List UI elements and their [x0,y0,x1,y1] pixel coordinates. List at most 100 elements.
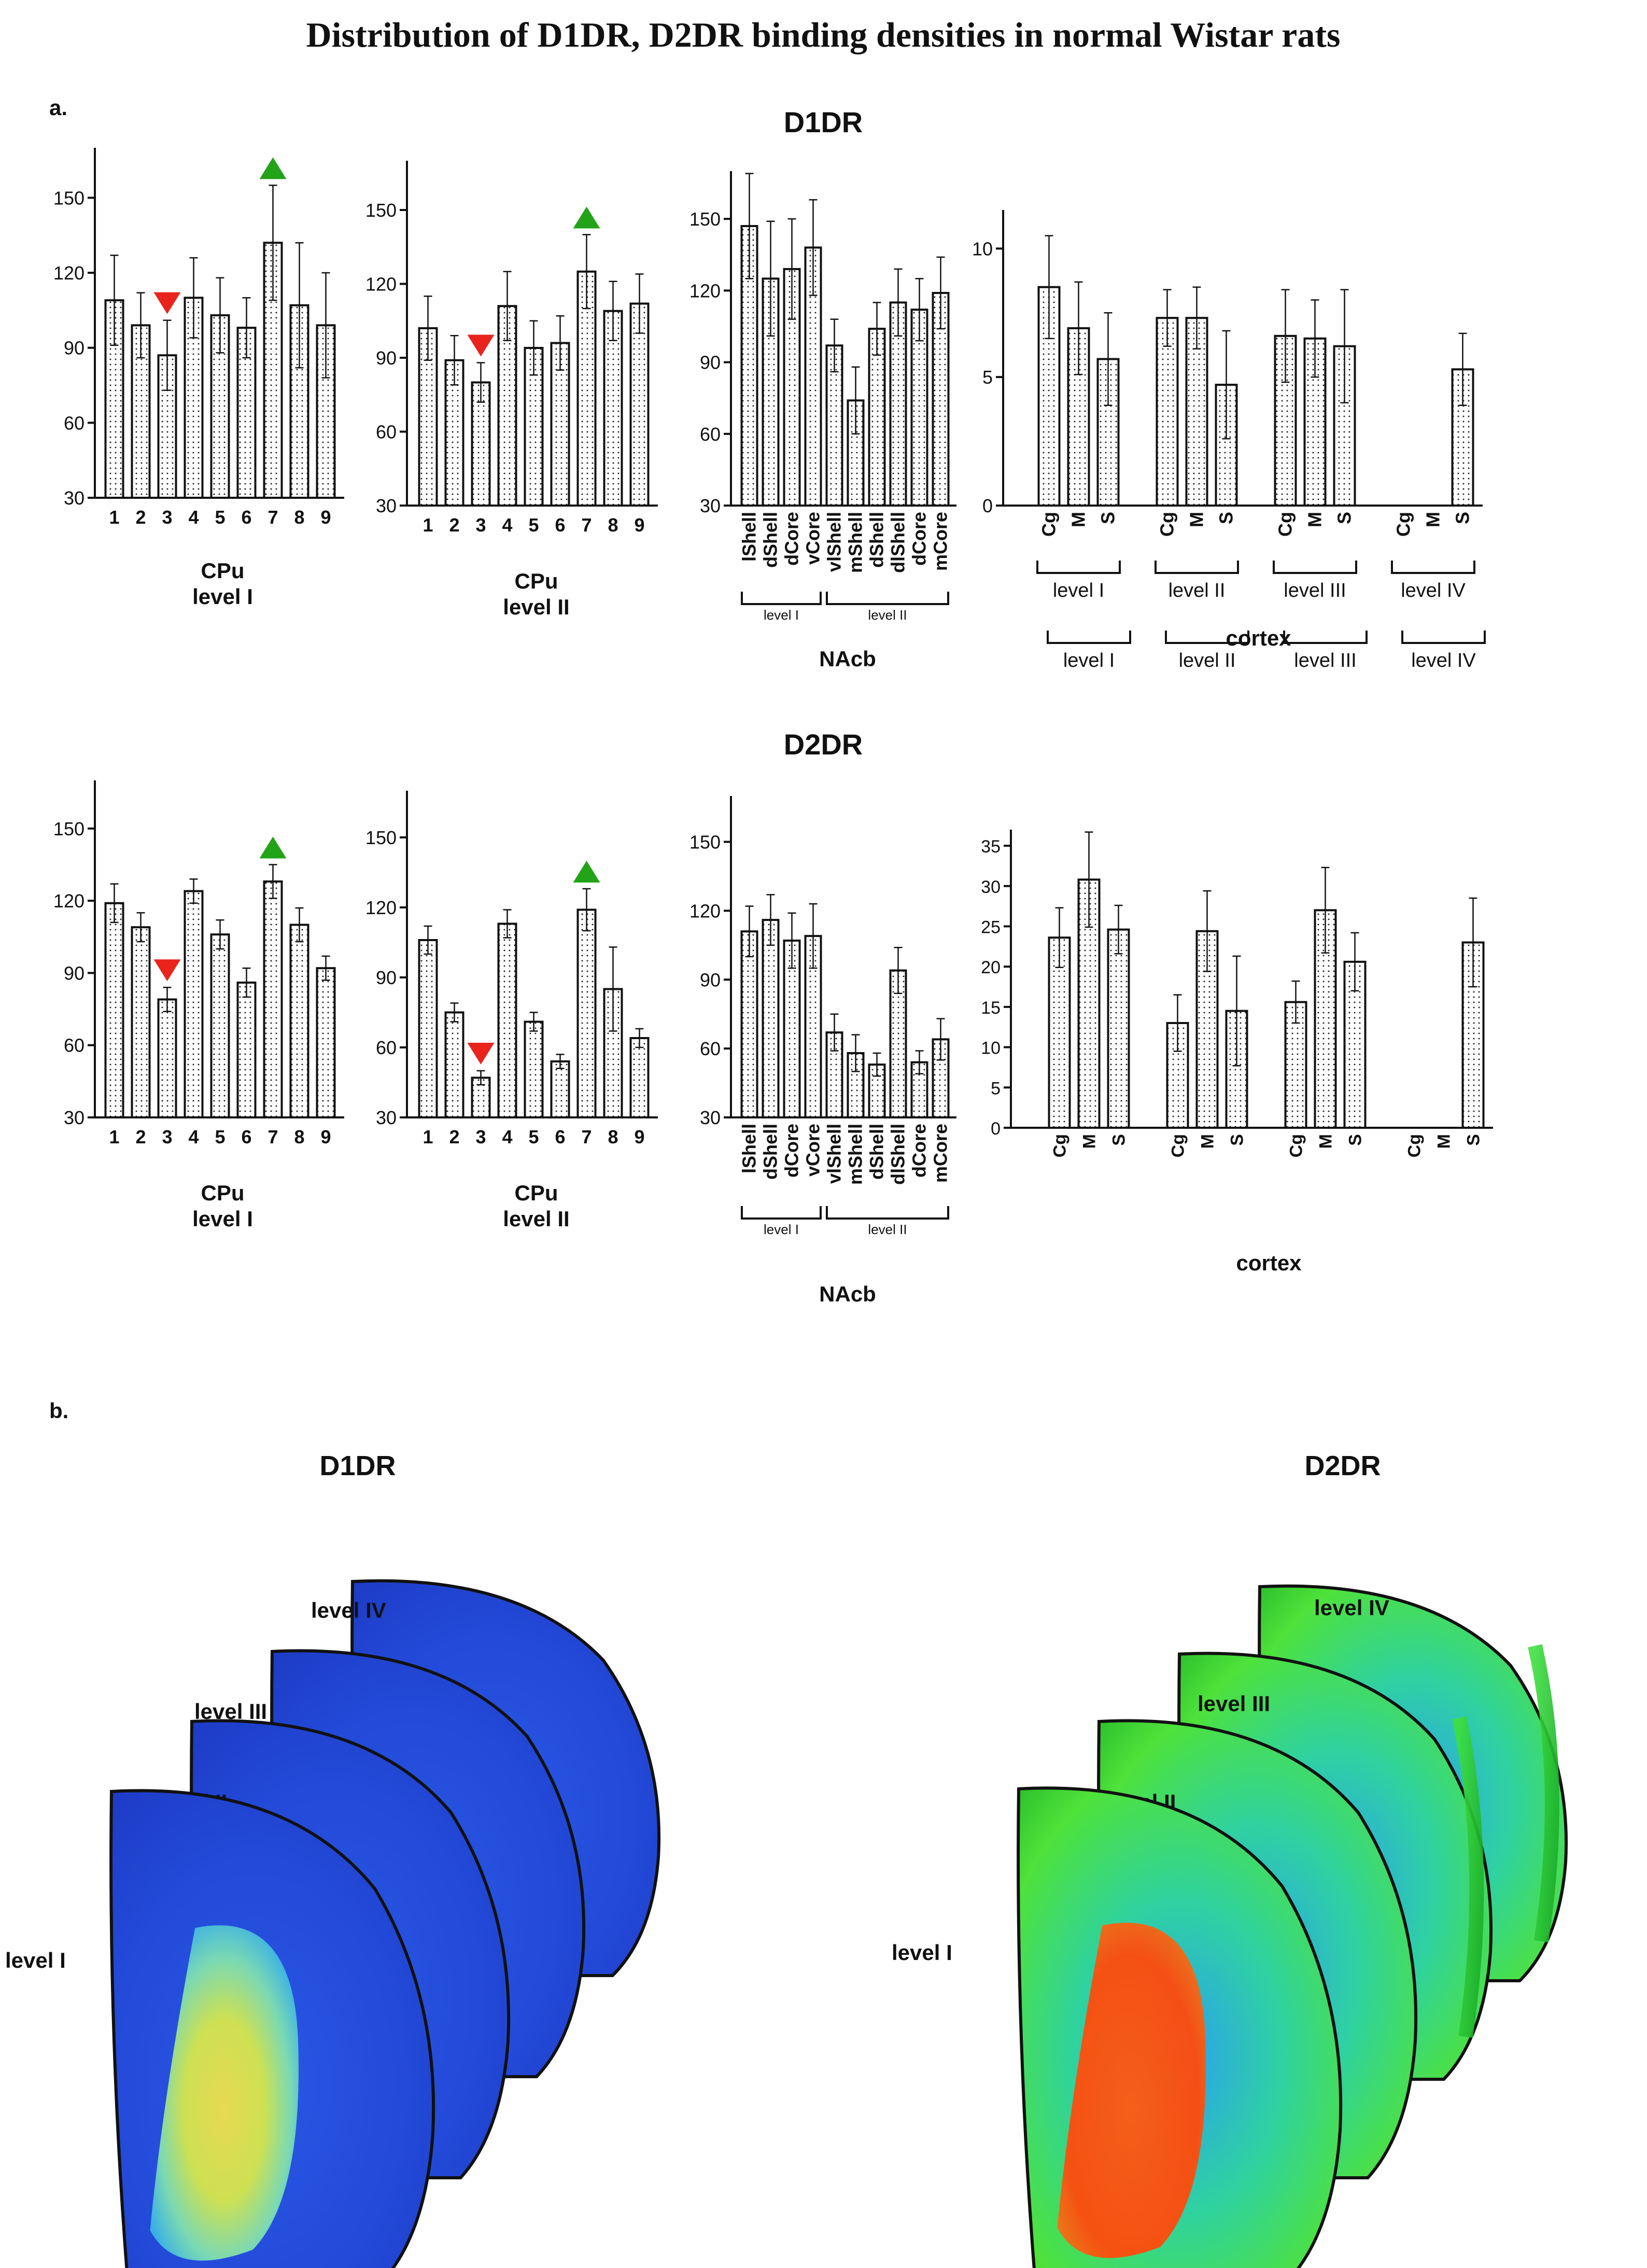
decrease-arrow-icon [467,1043,495,1065]
x-axis-label: level II [503,1207,569,1231]
group-bracket [741,1206,822,1220]
y-tick-label: 60 [64,412,85,433]
panel-a-label: a. [49,95,67,120]
x-axis-label: level I [192,1207,253,1231]
x-tick-label: 4 [188,507,199,528]
x-tick-label: 1 [109,507,119,528]
y-tick-label: 30 [700,495,721,516]
x-tick-label: S [1464,1134,1484,1146]
x-tick-label: vlShell [824,1124,845,1184]
group-bracket [1391,561,1475,574]
x-tick-label: 2 [449,1126,459,1147]
x-tick-label: 2 [135,507,146,528]
y-tick-label: 120 [365,274,397,295]
bar-d1-cpu2-5 [550,342,570,507]
bar-d1-cortex-7 [1303,337,1327,507]
x-tick-label: 7 [581,1126,592,1147]
x-tick-label: lShell [739,1124,760,1173]
y-tick-label: 60 [700,1038,721,1059]
y-tick-label: 35 [981,837,1001,857]
y-tick-label: 10 [972,238,993,259]
group-bracket [826,1206,949,1220]
x-tick-label: 7 [581,514,592,536]
y-tick-label: 60 [64,1035,85,1056]
x-tick-label: 8 [608,514,618,536]
group-label: level I [1063,650,1115,671]
x-tick-label: 3 [475,514,486,536]
x-tick-label: dShell [760,1124,781,1180]
y-tick-label: 60 [700,424,721,445]
group-bracket [1047,631,1131,644]
bar-d1-cortex-3 [1156,317,1179,507]
bar-d2-cpu1-8 [316,967,336,1118]
bar-d1-nacb-3 [804,246,822,507]
bar-d2-nacb-1 [762,919,780,1118]
x-tick-label: 4 [188,1126,199,1147]
x-tick-label: 5 [528,1126,539,1147]
bar-d1-cpu2-6 [576,270,597,507]
group-label: level II [1179,650,1236,671]
x-tick-label: Cg [1393,512,1414,537]
row-title-d1dr: D1DR [784,106,863,138]
group-bracket [1155,561,1239,574]
bar-d2-cpu2-6 [576,908,597,1118]
y-tick-label: 30 [981,877,1001,897]
bar-d1-cpu2-1 [444,359,464,507]
y-tick-label: 120 [53,890,85,912]
y-tick-label: 5 [991,1079,1001,1098]
group-label: level III [1284,580,1346,601]
x-axis-label: NAcb [819,647,876,671]
panel-b-label: b. [49,1398,68,1423]
x-tick-label: 6 [241,507,251,528]
x-axis-label: CPu [515,1181,558,1205]
x-tick-label: M [1304,512,1326,527]
x-tick-label: 1 [423,514,433,536]
x-tick-label: Cg [1169,1134,1188,1157]
cortex-rim [1528,1644,1559,1943]
x-tick-label: 9 [634,1126,644,1147]
section-level-label: level IV [1314,1595,1389,1620]
bar-d2-cpu2-8 [629,1037,650,1118]
decrease-arrow-icon [467,334,495,357]
y-tick-label: 25 [981,917,1001,937]
y-tick-label: 60 [376,422,397,443]
x-tick-label: 5 [215,507,225,528]
bar-d2-cpu2-5 [550,1060,570,1118]
group-label: level I [1053,580,1104,601]
group-label: level I [764,1222,799,1237]
bar-d2-cpu2-0 [418,939,438,1118]
bar-d2-cpu1-5 [236,982,257,1118]
figure-title: Distribution of D1DR, D2DR binding densi… [306,15,1341,54]
x-tick-label: M [1198,1134,1218,1149]
x-tick-label: Cg [1287,1134,1306,1157]
group-label: level III [1294,650,1356,671]
group-label: level IV [1411,650,1476,671]
y-tick-label: 90 [376,347,397,369]
y-tick-label: 120 [689,280,721,301]
x-tick-label: dlShell [888,1124,909,1185]
bar-d2-cpu2-3 [497,922,517,1118]
x-axis-label: NAcb [819,1282,876,1306]
x-tick-label: Cg [1050,1134,1070,1157]
x-tick-label: dCore [781,512,803,566]
x-tick-label: 6 [555,1126,565,1147]
bar-d1-cpu2-7 [603,310,623,507]
y-tick-label: 120 [365,897,397,918]
y-tick-label: 150 [689,208,721,230]
x-tick-label: S [1228,1134,1247,1146]
x-tick-label: S [1216,512,1237,524]
x-tick-label: dCore [909,512,930,566]
x-axis-label: CPu [201,1181,245,1205]
group-bracket [1036,561,1121,574]
y-tick-label: 0 [991,1119,1001,1139]
y-tick-label: 5 [982,367,993,388]
x-tick-label: S [1452,512,1473,524]
x-tick-label: 9 [320,507,331,528]
y-tick-label: 120 [689,900,721,921]
bar-d2-cpu2-4 [524,1020,544,1118]
